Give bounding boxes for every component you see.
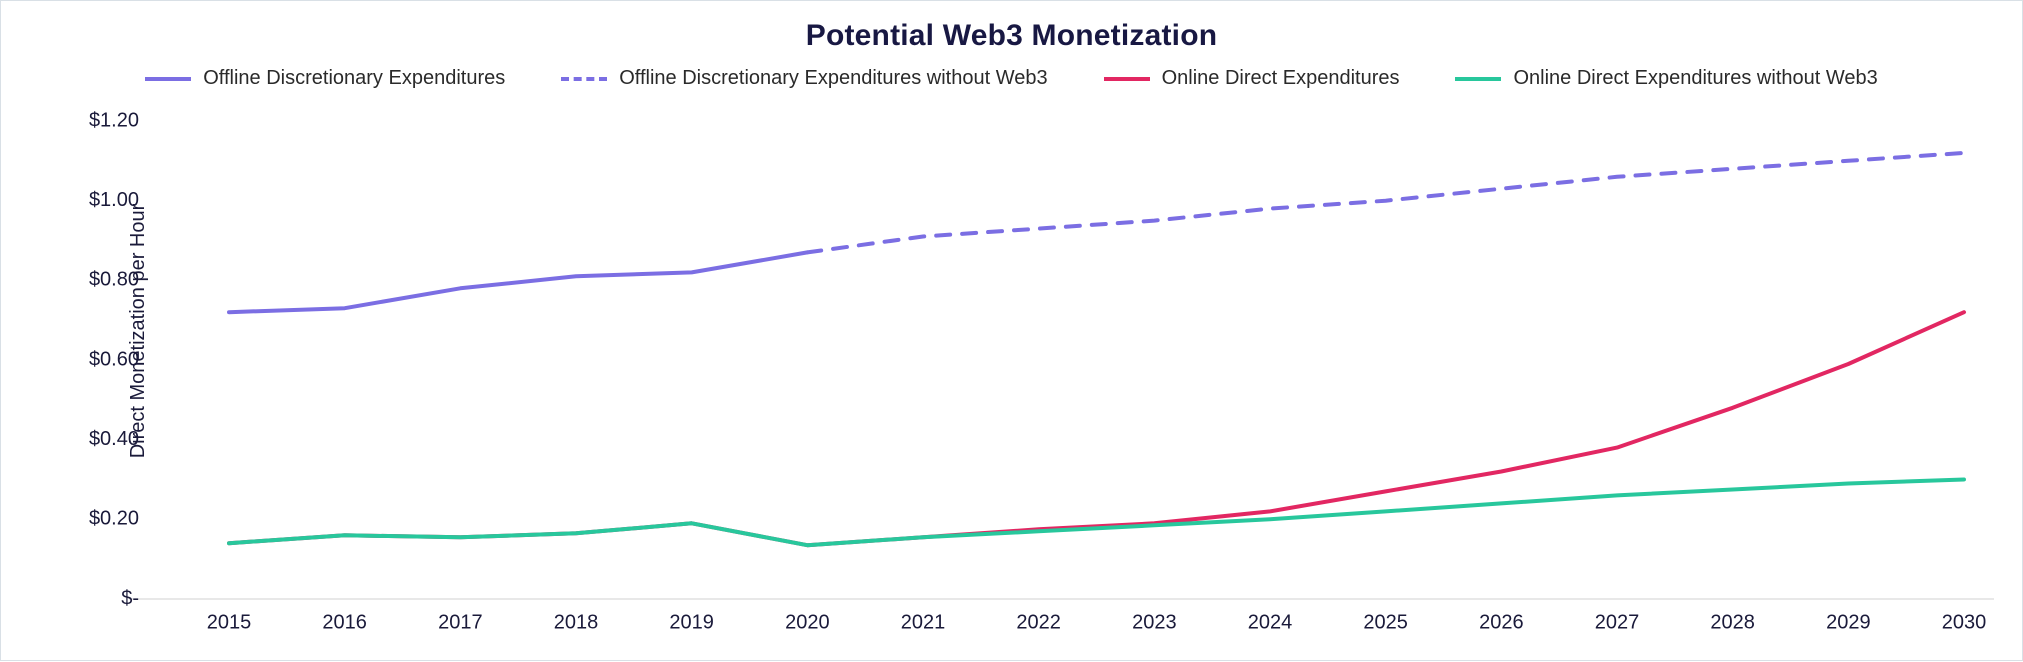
y-tick-label: $1.20 (89, 109, 139, 131)
x-tick-label: 2027 (1595, 612, 1640, 634)
series-line-offline (229, 252, 807, 312)
x-tick-label: 2029 (1826, 612, 1871, 634)
x-tick-label: 2018 (554, 612, 599, 634)
x-tick-label: 2028 (1710, 612, 1755, 634)
y-tick-label: $1.00 (89, 189, 139, 211)
x-tick-label: 2022 (1016, 612, 1061, 634)
x-tick-label: 2023 (1132, 612, 1177, 634)
series-line-online (229, 312, 1964, 545)
x-tick-label: 2025 (1363, 612, 1408, 634)
series-line-online_no_web3 (229, 480, 1964, 546)
plot-area: $- $0.20 $0.40 $0.60 $0.80 $1.00 $1.20 2015 2016… (1, 1, 2023, 662)
x-tick-label: 2019 (669, 612, 714, 634)
y-tick-label: $0.60 (89, 348, 139, 370)
y-tick-label: $0.40 (89, 428, 139, 450)
x-tick-label: 2021 (901, 612, 946, 634)
y-tick-label: $0.20 (89, 508, 139, 530)
x-tick-label: 2016 (322, 612, 367, 634)
x-tick-label: 2026 (1479, 612, 1524, 634)
x-tick-label: 2030 (1942, 612, 1987, 634)
y-tick-label: $- (121, 587, 139, 609)
chart-frame: Potential Web3 Monetization Offline Disc… (0, 0, 2023, 661)
x-tick-label: 2017 (438, 612, 483, 634)
y-tick-label: $0.80 (89, 269, 139, 291)
x-tick-label: 2015 (207, 612, 252, 634)
x-tick-label: 2024 (1248, 612, 1293, 634)
series-line-offline_no_web3 (807, 153, 1964, 253)
x-tick-label: 2020 (785, 612, 830, 634)
